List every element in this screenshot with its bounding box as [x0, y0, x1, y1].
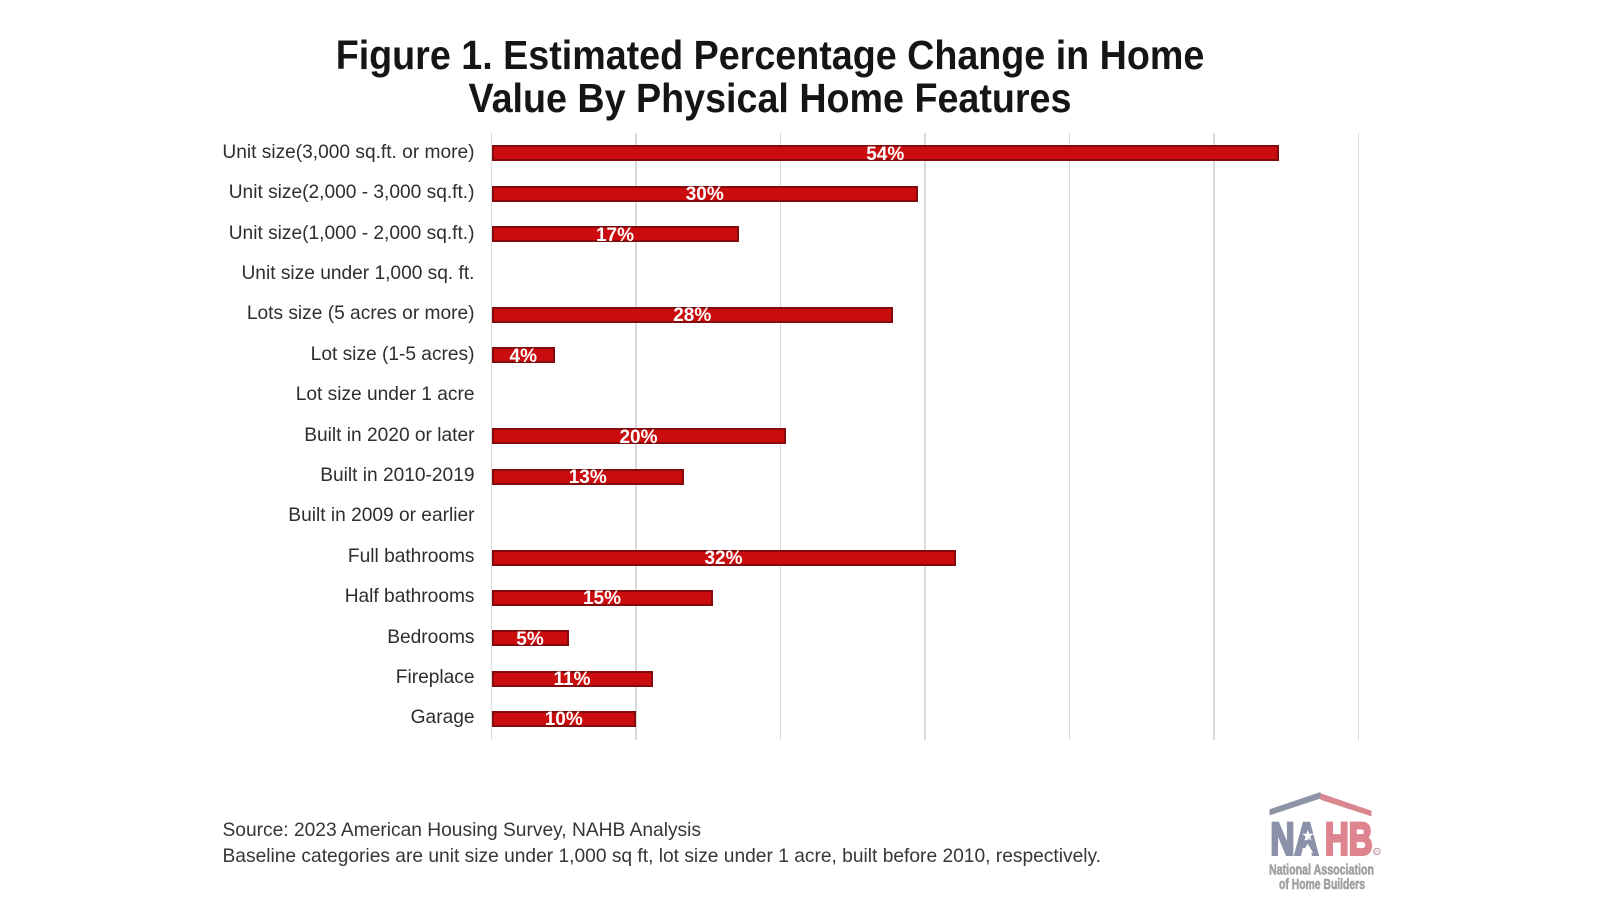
- svg-text:National Association: National Association: [1269, 863, 1374, 879]
- svg-text:of Home Builders: of Home Builders: [1279, 877, 1365, 893]
- svg-text:R: R: [1375, 850, 1379, 856]
- svg-text:NA: NA: [1271, 814, 1319, 865]
- svg-text:HB: HB: [1325, 814, 1373, 865]
